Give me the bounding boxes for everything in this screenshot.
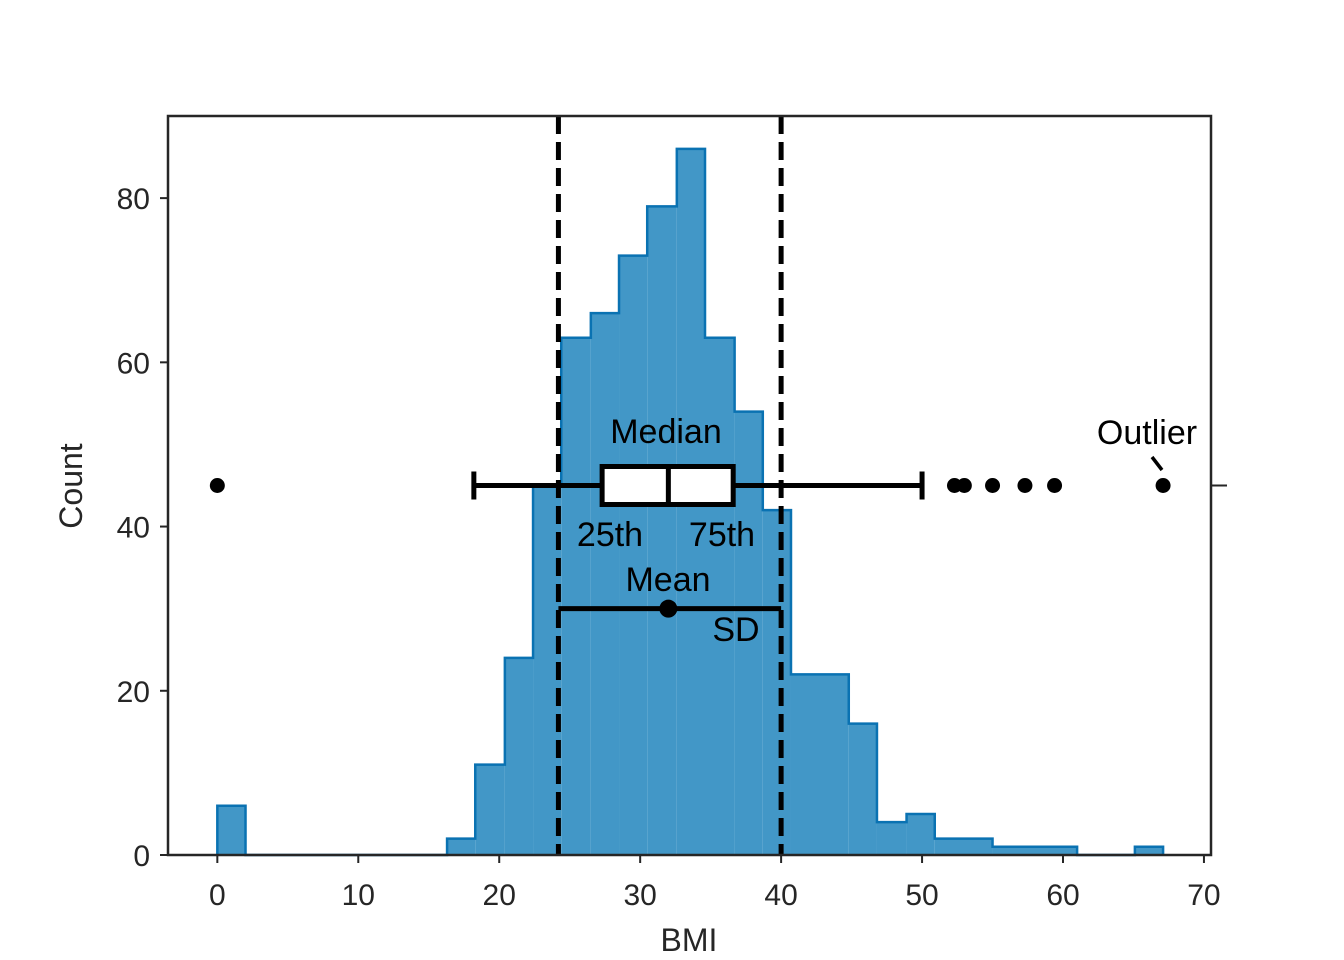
outlier-point-3 — [956, 478, 972, 493]
histogram-bar-21 — [1134, 846, 1164, 855]
x-tick-label-0: 0 — [209, 879, 226, 912]
histogram-bar-18 — [934, 838, 993, 855]
chart-overlays — [209, 116, 1171, 855]
histogram-bar-17 — [906, 813, 935, 855]
histogram-bar-3 — [475, 764, 505, 855]
mean-point — [659, 599, 678, 618]
y-tick-label-20: 20 — [117, 676, 150, 709]
x-tick-label-40: 40 — [764, 879, 797, 912]
q1-label: 25th — [577, 516, 643, 554]
y-axis-label: Count — [53, 443, 89, 529]
histogram-bar-9 — [647, 206, 677, 856]
outlier-point-1 — [209, 478, 225, 493]
histogram-bars — [216, 147, 1165, 857]
histogram-bar-19 — [992, 846, 1078, 855]
q3-label: 75th — [689, 516, 755, 554]
histogram-bar-16 — [876, 822, 907, 855]
outlier-point-4 — [985, 478, 1001, 493]
histogram-bar-8 — [619, 255, 648, 856]
x-axis-label: BMI — [661, 922, 718, 958]
sd-label: SD — [712, 611, 759, 649]
histogram-bar-6 — [561, 337, 591, 855]
histogram-bar-14 — [790, 674, 849, 855]
histogram-bar-0 — [217, 805, 246, 855]
y-tick-label-80: 80 — [117, 183, 150, 216]
histogram-bar-7 — [590, 313, 620, 856]
outlier-point-7 — [1155, 478, 1171, 493]
outlier-point-6 — [1047, 478, 1063, 493]
x-tick-label-60: 60 — [1046, 879, 1079, 912]
outlier-point-5 — [1017, 478, 1033, 493]
x-tick-label-50: 50 — [905, 879, 938, 912]
y-tick-label-60: 60 — [117, 347, 150, 380]
histogram-bar-4 — [504, 657, 534, 855]
x-tick-label-70: 70 — [1187, 879, 1220, 912]
mean-label: Mean — [625, 561, 710, 599]
y-tick-label-40: 40 — [117, 512, 150, 545]
histogram-bar-2 — [447, 838, 476, 855]
histogram-bar-11 — [705, 337, 735, 855]
outlier-pointer — [1150, 455, 1164, 472]
x-tick-label-30: 30 — [623, 879, 656, 912]
histogram-bar-15 — [848, 723, 877, 855]
median-label: Median — [610, 413, 722, 451]
histogram-outline — [216, 147, 1165, 857]
y-tick-label-0: 0 — [133, 840, 150, 873]
x-tick-label-20: 20 — [483, 879, 516, 912]
chart-annotations: Median 25th 75th Mean SD Outlier — [577, 413, 1197, 649]
histogram-bar-13 — [762, 510, 791, 855]
chart-axes: 0 10 20 30 40 50 60 70 0 20 40 60 80 — [117, 114, 1227, 912]
outlier-label: Outlier — [1097, 414, 1197, 452]
x-tick-label-10: 10 — [342, 879, 375, 912]
